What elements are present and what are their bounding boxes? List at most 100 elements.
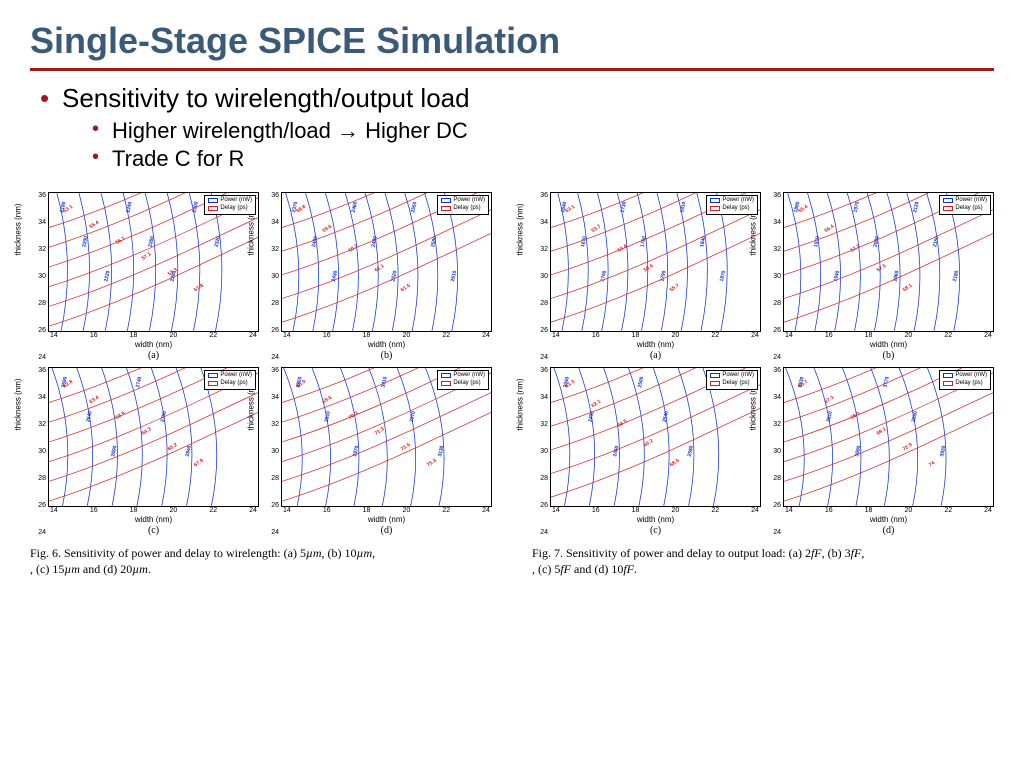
- svg-text:2500: 2500: [637, 376, 645, 388]
- svg-text:59.6: 59.6: [321, 224, 333, 234]
- x-axis-label: width (nm): [281, 340, 492, 349]
- svg-text:3070: 3070: [409, 411, 417, 423]
- x-axis-label: width (nm): [550, 515, 761, 524]
- svg-text:2520: 2520: [390, 270, 398, 282]
- subplot-letter: (b): [783, 350, 994, 361]
- subplot-c: 36343230282624thickness (nm)Power (nW)De…: [532, 367, 761, 536]
- svg-text:58.1: 58.1: [902, 283, 914, 293]
- x-axis-label: width (nm): [550, 340, 761, 349]
- svg-text:55.7: 55.7: [669, 283, 681, 293]
- svg-text:63.4: 63.4: [88, 395, 100, 405]
- svg-text:57.3: 57.3: [850, 243, 862, 253]
- svg-text:2400: 2400: [311, 236, 319, 248]
- svg-text:3010: 3010: [380, 376, 388, 388]
- svg-text:57.5: 57.5: [876, 263, 888, 273]
- svg-text:65.2: 65.2: [643, 438, 655, 448]
- svg-text:55.4: 55.4: [88, 220, 100, 230]
- svg-text:60.2: 60.2: [348, 243, 360, 253]
- svg-text:67.9: 67.9: [193, 458, 205, 468]
- y-ticks: 36343230282624: [534, 367, 548, 536]
- plot-frame: Power (nW)Delay (ps)23402400246025002540…: [550, 367, 761, 507]
- bullet-sub1: Higher wirelength/load → Higher DC: [92, 118, 994, 144]
- svg-text:73.5: 73.5: [400, 442, 412, 452]
- svg-text:64.3: 64.3: [141, 426, 153, 436]
- subplot-letter: (b): [281, 350, 492, 361]
- svg-text:2540: 2540: [662, 411, 670, 423]
- y-axis-label: thickness (nm): [14, 203, 23, 255]
- legend: Power (nW)Delay (ps): [939, 195, 991, 215]
- svg-text:72.9: 72.9: [902, 442, 914, 452]
- y-axis-label: thickness (nm): [14, 378, 23, 430]
- svg-text:2610: 2610: [450, 270, 458, 282]
- plot-frame: Power (nW)Delay (ps)23702400243024602490…: [281, 192, 492, 332]
- svg-text:61.1: 61.1: [374, 263, 386, 273]
- plot-frame: Power (nW)Delay (ps)28502910297030103070…: [281, 367, 492, 507]
- y-ticks: 36343230282624: [265, 367, 279, 536]
- svg-text:3770: 3770: [882, 376, 890, 388]
- bullet-list: Sensitivity to wirelength/output load Hi…: [30, 83, 994, 172]
- svg-text:1870: 1870: [719, 270, 727, 282]
- bullet-main: Sensitivity to wirelength/output load Hi…: [40, 83, 994, 172]
- svg-text:2490: 2490: [370, 236, 378, 248]
- svg-text:69.6: 69.6: [321, 395, 333, 405]
- x-ticks: 141618202224: [281, 507, 492, 514]
- svg-text:63.5: 63.5: [617, 418, 629, 428]
- plot-frame: Power (nW)Delay (ps)18801910194019702000…: [783, 192, 994, 332]
- subplot-c: 36343230282624thickness (nm)Power (nW)De…: [30, 367, 259, 536]
- svg-text:69.1: 69.1: [876, 426, 888, 436]
- subplot-b: 36343230282624thickness (nm)Power (nW)De…: [765, 192, 994, 361]
- svg-text:71.3: 71.3: [374, 426, 386, 436]
- svg-text:56.1: 56.1: [115, 235, 127, 245]
- subplot-letter: (c): [550, 525, 761, 536]
- subplot-a: 36343230282624thickness (nm)Power (nW)De…: [532, 192, 761, 361]
- svg-text:2150: 2150: [932, 236, 940, 248]
- x-ticks: 141618202224: [783, 332, 994, 339]
- svg-text:74: 74: [928, 460, 936, 468]
- fig6-caption: Fig. 6. Sensitivity of power and delay t…: [30, 546, 492, 577]
- svg-text:2460: 2460: [351, 201, 359, 213]
- svg-text:1700: 1700: [600, 270, 608, 282]
- bullet-main-text: Sensitivity to wirelength/output load: [62, 83, 470, 113]
- x-ticks: 141618202224: [48, 507, 259, 514]
- y-ticks: 36343230282624: [534, 192, 548, 361]
- svg-text:1910: 1910: [813, 236, 821, 248]
- plot-frame: Power (nW)Delay (ps)35303610369037703850…: [783, 367, 994, 507]
- subplot-b: 36343230282624thickness (nm)Power (nW)De…: [263, 192, 492, 361]
- svg-text:2060: 2060: [892, 270, 900, 282]
- svg-text:70.3: 70.3: [348, 410, 360, 420]
- legend: Power (nW)Delay (ps): [706, 370, 758, 390]
- svg-text:55.4: 55.4: [643, 263, 655, 273]
- subplot-letter: (a): [550, 350, 761, 361]
- subplot-d: 36343230282624thickness (nm)Power (nW)De…: [263, 367, 492, 536]
- svg-text:3850: 3850: [911, 411, 919, 423]
- x-ticks: 141618202224: [550, 332, 761, 339]
- y-axis-label: thickness (nm): [516, 378, 525, 430]
- plot-frame: Power (nW)Delay (ps)16401670170017301760…: [550, 192, 761, 332]
- y-ticks: 36343230282624: [767, 367, 781, 536]
- svg-text:68.5: 68.5: [669, 458, 681, 468]
- subplot-letter: (d): [281, 525, 492, 536]
- subplot-letter: (a): [48, 350, 259, 361]
- legend: Power (nW)Delay (ps): [437, 195, 489, 215]
- svg-text:2220: 2220: [103, 270, 111, 282]
- plot-frame: Power (nW)Delay (ps)21802200222022402260…: [48, 192, 259, 332]
- legend: Power (nW)Delay (ps): [437, 370, 489, 390]
- svg-text:67.3: 67.3: [823, 395, 835, 405]
- svg-text:1810: 1810: [679, 201, 687, 213]
- subplot-letter: (d): [783, 525, 994, 536]
- svg-text:56.4: 56.4: [823, 224, 835, 234]
- svg-text:3610: 3610: [826, 411, 834, 423]
- svg-text:2240: 2240: [125, 201, 133, 213]
- svg-text:75.3: 75.3: [426, 458, 438, 468]
- plot-frame: Power (nW)Delay (ps)25902640269027402790…: [48, 367, 259, 507]
- y-ticks: 36343230282624: [265, 192, 279, 361]
- svg-text:68.1: 68.1: [850, 410, 862, 420]
- svg-text:2120: 2120: [912, 201, 920, 213]
- svg-text:63.9: 63.9: [115, 410, 127, 420]
- svg-text:1730: 1730: [620, 201, 628, 213]
- subplot-a: 36343230282624thickness (nm)Power (nW)De…: [30, 192, 259, 361]
- subplot-letter: (c): [48, 525, 259, 536]
- legend: Power (nW)Delay (ps): [939, 370, 991, 390]
- svg-text:65.2: 65.2: [167, 442, 179, 452]
- svg-text:2910: 2910: [324, 411, 332, 423]
